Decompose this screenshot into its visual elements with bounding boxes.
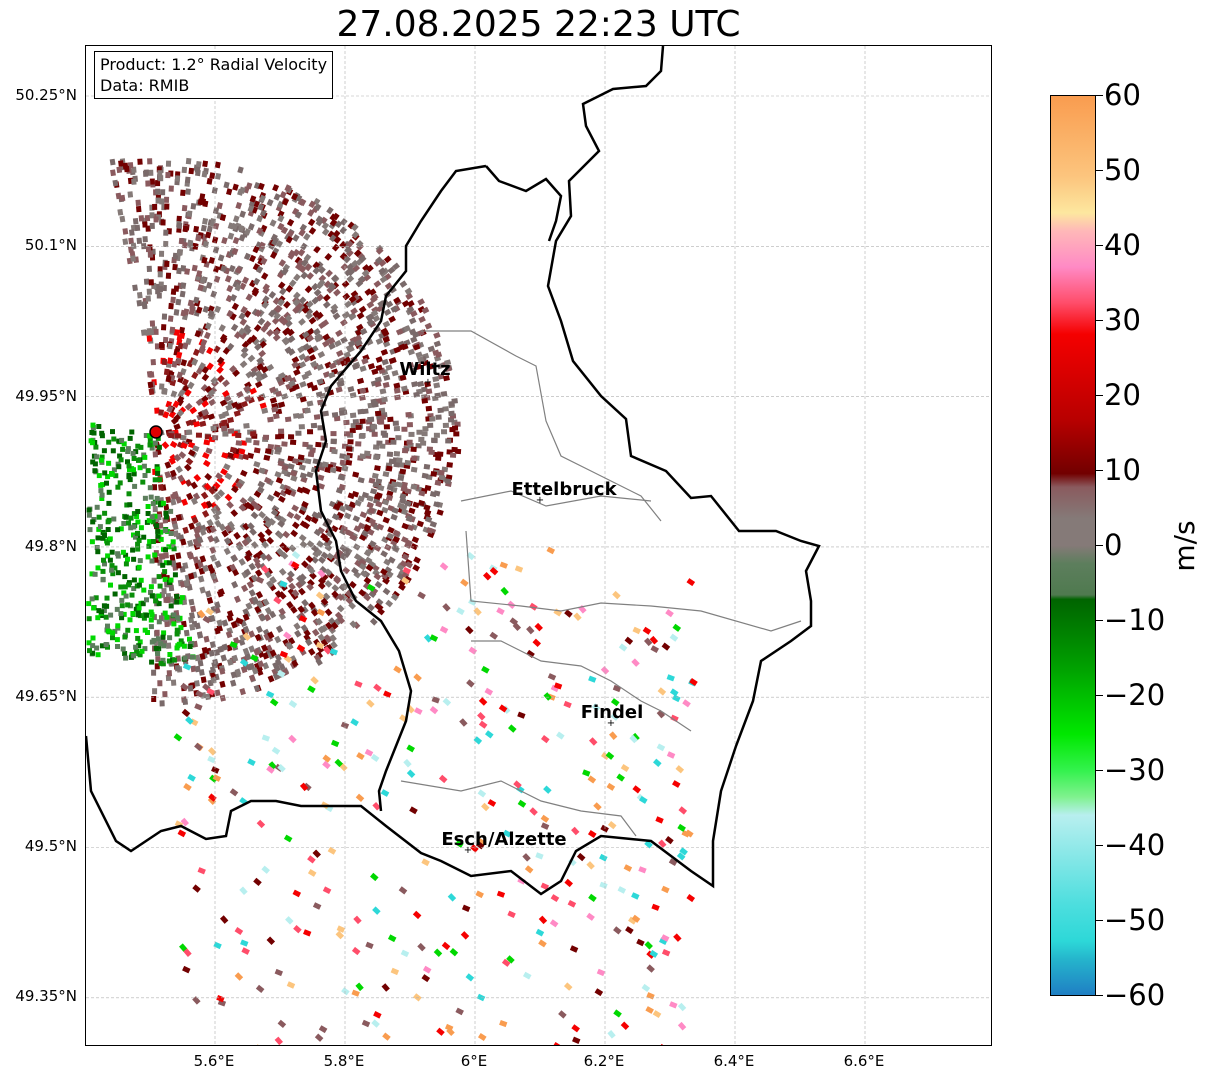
colorbar-tick: 30 — [1104, 303, 1141, 337]
product-label: Product: 1.2° Radial Velocity — [100, 55, 328, 74]
map-panel: + Wiltz + Ettelbruck + Findel + Esch/Alzette — [85, 45, 992, 1046]
velocity-echo-layer — [86, 157, 698, 1045]
place-marker: + — [607, 718, 615, 729]
lat-tick: 49.95°N — [15, 387, 77, 405]
place-marker: + — [464, 845, 472, 856]
canton-border — [400, 780, 637, 837]
lon-tick: 5.8°E — [323, 1052, 365, 1070]
place-markers: +Wiltz+Ettelbruck+Findel+Esch/Alzette — [399, 359, 643, 856]
colorbar-label: m/s — [1168, 520, 1201, 572]
place-marker: + — [536, 495, 544, 506]
lon-tick: 5.6°E — [193, 1052, 235, 1070]
colorbar-tick: −50 — [1104, 903, 1166, 937]
lat-tick: 49.65°N — [15, 687, 77, 705]
canton-border — [421, 330, 662, 522]
plot-title: 27.08.2025 22:23 UTC — [336, 4, 741, 45]
canton-border — [460, 490, 652, 507]
lat-tick: 49.8°N — [24, 537, 77, 555]
colorbar-tick: 40 — [1104, 228, 1141, 262]
colorbar-tick: −20 — [1104, 678, 1166, 712]
country-border — [485, 165, 563, 242]
lon-tick: 6.2°E — [583, 1052, 625, 1070]
country-border — [86, 46, 821, 896]
colorbar-tick: 10 — [1104, 453, 1141, 487]
colorbar-tick: −30 — [1104, 753, 1166, 787]
colorbar-tick: 50 — [1104, 153, 1141, 187]
place-label: Ettelbruck — [511, 479, 617, 500]
lon-tick: 6.4°E — [713, 1052, 755, 1070]
borders — [86, 46, 821, 896]
product-info-box: Product: 1.2° Radial Velocity Data: RMIB — [94, 51, 334, 99]
colorbar-tick: 60 — [1104, 78, 1141, 112]
place-label: Esch/Alzette — [441, 829, 566, 850]
colorbar-tick: 0 — [1104, 528, 1123, 562]
place-label: Wiltz — [399, 359, 450, 380]
colorbar-tick: −40 — [1104, 828, 1166, 862]
colorbar-tick: 20 — [1104, 378, 1141, 412]
canton-border — [471, 640, 692, 732]
graticule — [86, 46, 991, 1045]
country-border — [314, 164, 487, 812]
place-marker: + — [424, 377, 432, 388]
lat-tick: 50.1°N — [24, 236, 77, 254]
lat-tick: 49.5°N — [24, 837, 77, 855]
data-source-label: Data: RMIB — [100, 76, 190, 95]
canton-border — [465, 530, 802, 632]
lat-tick: 49.35°N — [15, 987, 77, 1005]
colorbar — [1050, 95, 1096, 996]
radar-map: +Wiltz+Ettelbruck+Findel+Esch/Alzette — [86, 46, 991, 1045]
lon-tick: 6°E — [460, 1052, 488, 1070]
lon-tick: 6.6°E — [843, 1052, 885, 1070]
colorbar-tick: −10 — [1104, 603, 1166, 637]
colorbar-tick: −60 — [1104, 978, 1166, 1012]
lat-tick: 50.25°N — [15, 86, 77, 104]
place-label: Findel — [581, 702, 644, 723]
radar-site-marker — [149, 425, 163, 439]
